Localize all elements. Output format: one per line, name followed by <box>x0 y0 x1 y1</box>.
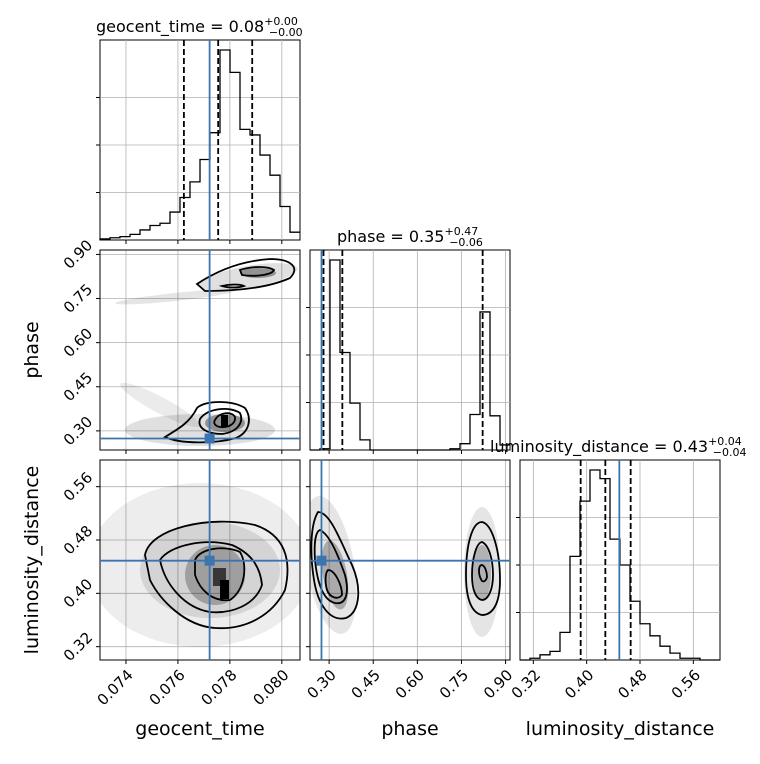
histogram-bar <box>560 632 570 660</box>
histogram-bar <box>620 565 630 660</box>
contour-line <box>159 541 263 614</box>
histogram-step-geocent-time <box>99 49 300 240</box>
x-tick-label-phase: 0.75 <box>436 666 472 702</box>
histogram-bar <box>350 403 360 450</box>
contour-line <box>238 266 276 277</box>
x-tick-label-geocent-time: 0.076 <box>146 666 189 709</box>
histogram-bar <box>330 260 340 450</box>
density-peak <box>221 415 228 427</box>
title-luminosity-distance: luminosity_distance = 0.43+0.04 −0.04 <box>490 435 747 459</box>
y-tick-label-luminosity-distance: 0.32 <box>60 628 96 664</box>
y-tick-label-luminosity-distance: 0.40 <box>60 575 96 611</box>
truth-marker <box>204 433 215 444</box>
scatter-cloud <box>120 382 200 428</box>
histogram-bar <box>280 206 290 240</box>
y-tick-label-luminosity-distance: 0.56 <box>60 468 96 504</box>
histogram-bar <box>550 651 560 660</box>
density-peak <box>220 580 229 599</box>
contour-line <box>144 520 289 630</box>
x-tick-label-luminosity-distance: 0.48 <box>614 666 650 702</box>
histogram-bar <box>180 198 190 240</box>
y-tick-label-phase: 0.75 <box>60 280 96 316</box>
histogram-bar <box>540 655 550 660</box>
density-luminosity-distance-vs-phase-panel <box>306 459 511 664</box>
contour-line <box>310 511 360 620</box>
histogram-bar <box>200 160 210 240</box>
histogram-bar <box>590 470 600 660</box>
y-tick-label-phase: 0.45 <box>60 369 96 405</box>
x-tick-label-geocent-time: 0.078 <box>198 666 241 709</box>
histogram-step-phase <box>310 259 510 451</box>
histogram-step-luminosity-distance <box>520 469 720 661</box>
histogram-bar <box>150 225 160 240</box>
histogram-bar <box>660 646 670 660</box>
x-tick-label-phase: 0.60 <box>392 666 428 702</box>
x-axis-label-phase: phase <box>381 718 438 740</box>
histogram-bar <box>360 440 370 450</box>
histogram-bar <box>640 624 650 660</box>
contour-line <box>478 564 488 583</box>
histogram-bar <box>570 556 580 660</box>
y-tick-label-phase: 0.90 <box>60 236 96 272</box>
truth-marker <box>316 555 327 566</box>
x-axis-label-luminosity-distance: luminosity_distance <box>526 718 715 740</box>
contour-line <box>198 408 243 435</box>
x-tick-label-phase: 0.30 <box>304 666 340 702</box>
histogram-bar <box>240 129 250 240</box>
density-luminosity-distance-vs-geocent-time-panel <box>96 459 301 664</box>
contour-line <box>324 569 343 599</box>
histogram-bar <box>460 444 470 450</box>
contour-line <box>218 283 247 289</box>
histogram-bar <box>270 175 280 240</box>
scatter-cloud <box>464 507 500 637</box>
contour-line <box>313 529 348 605</box>
histogram-bar <box>470 415 480 450</box>
scatter-cloud <box>115 289 235 305</box>
contour-line <box>465 521 501 616</box>
scatter-cloud <box>310 495 357 635</box>
contour-line <box>471 541 494 601</box>
title-geocent-time: geocent_time = 0.08+0.00 −0.00 <box>96 15 303 39</box>
histogram-bar <box>290 232 300 240</box>
x-tick-label-luminosity-distance: 0.56 <box>668 666 704 702</box>
y-tick-label-phase: 0.30 <box>60 413 96 449</box>
y-axis-label-luminosity-distance: luminosity_distance <box>21 466 43 655</box>
density-phase-vs-geocent-time-panel <box>96 249 301 454</box>
x-tick-label-phase: 0.90 <box>480 666 516 702</box>
histogram-bar <box>160 223 170 240</box>
histogram-bar <box>220 50 230 240</box>
x-tick-label-luminosity-distance: 0.32 <box>508 666 544 702</box>
histogram-bar <box>130 234 140 240</box>
x-tick-label-geocent-time: 0.080 <box>249 666 292 709</box>
y-axis-label-phase: phase <box>21 321 43 378</box>
density-core <box>473 545 491 601</box>
x-tick-label-phase: 0.45 <box>348 666 384 702</box>
x-axis-label-geocent-time: geocent_time <box>135 718 264 740</box>
histogram-luminosity-distance-panel: luminosity_distance = 0.43+0.04 −0.04 <box>490 435 747 664</box>
truth-marker <box>204 555 215 566</box>
contour-line <box>194 547 246 602</box>
contour-line <box>195 258 296 292</box>
histogram-geocent-time-panel: geocent_time = 0.08+0.00 −0.00 <box>96 15 303 244</box>
x-tick-label-luminosity-distance: 0.40 <box>561 666 597 702</box>
histogram-bar <box>230 72 240 240</box>
histogram-bar <box>650 636 660 660</box>
histogram-phase-panel: phase = 0.35+0.47 −0.06 <box>306 225 511 454</box>
title-phase: phase = 0.35+0.47 −0.06 <box>337 225 483 249</box>
histogram-bar <box>190 182 200 240</box>
histogram-bar <box>170 212 180 240</box>
y-tick-label-luminosity-distance: 0.48 <box>60 522 96 558</box>
contour-line <box>213 412 236 429</box>
histogram-bar <box>480 312 490 450</box>
y-tick-label-phase: 0.60 <box>60 324 96 360</box>
histogram-bar <box>140 230 150 240</box>
histogram-bar <box>670 653 680 660</box>
histogram-bar <box>260 155 270 240</box>
x-tick-label-geocent-time: 0.074 <box>94 666 137 709</box>
